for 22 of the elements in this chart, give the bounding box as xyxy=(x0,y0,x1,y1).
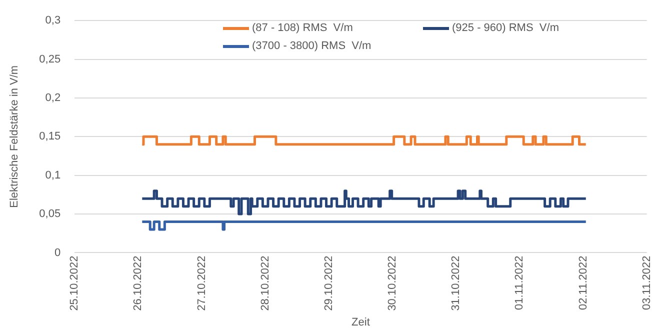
x-tick-label: 01.11.2022 xyxy=(514,256,526,310)
y-tick-label: 0,15 xyxy=(39,130,61,143)
y-tick-label: 0,2 xyxy=(45,92,61,104)
x-tick-label: 27.10.2022 xyxy=(196,256,208,311)
y-tick-label: 0,3 xyxy=(45,14,61,27)
y-tick-label: 0,1 xyxy=(45,169,61,182)
y-tick-label: 0 xyxy=(54,246,61,259)
x-tick-label: 29.10.2022 xyxy=(322,256,335,311)
x-tick-label: 28.10.2022 xyxy=(259,256,272,311)
y-tick-label: 0,25 xyxy=(39,53,61,66)
x-tick-label: 02.11.2022 xyxy=(577,256,590,310)
legend-label: (3700 - 3800) RMS V/m xyxy=(252,40,372,52)
x-tick-label: 30.10.2022 xyxy=(386,256,399,311)
x-tick-label: 31.10.2022 xyxy=(450,256,462,311)
x-axis-title: Zeit xyxy=(352,316,370,328)
x-tick-label: 25.10.2022 xyxy=(68,256,81,311)
x-tick-label: 26.10.2022 xyxy=(132,256,144,311)
y-axis-title: Elektrische Feldstärke in V/m xyxy=(8,65,21,208)
y-tick-label: 0,05 xyxy=(39,208,61,220)
legend-label: (925 - 960) RMS V/m xyxy=(452,22,559,34)
x-tick-label: 03.11.2022 xyxy=(640,256,653,310)
legend-label: (87 - 108) RMS V/m xyxy=(252,22,353,34)
